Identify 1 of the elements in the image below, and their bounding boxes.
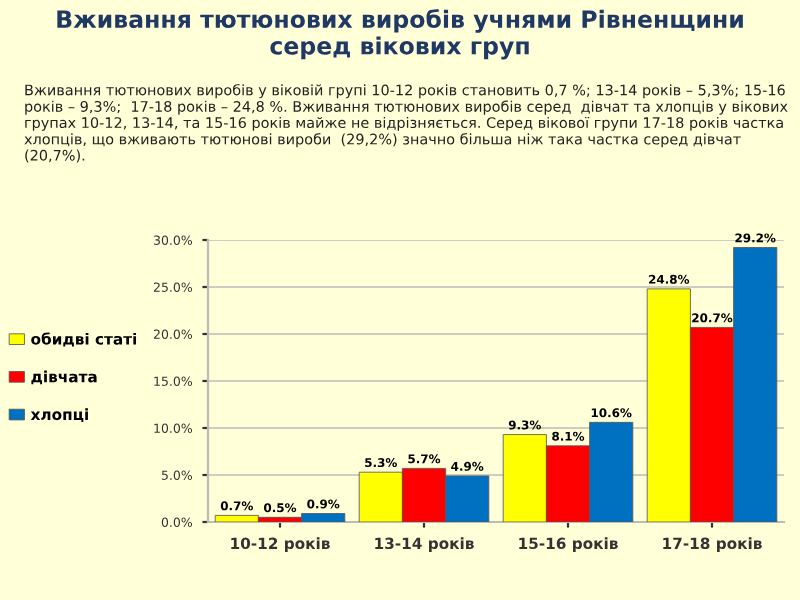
chart-title: Вживання тютюнових виробів учнями Рівненщини серед вікових груп bbox=[57, 9, 743, 60]
